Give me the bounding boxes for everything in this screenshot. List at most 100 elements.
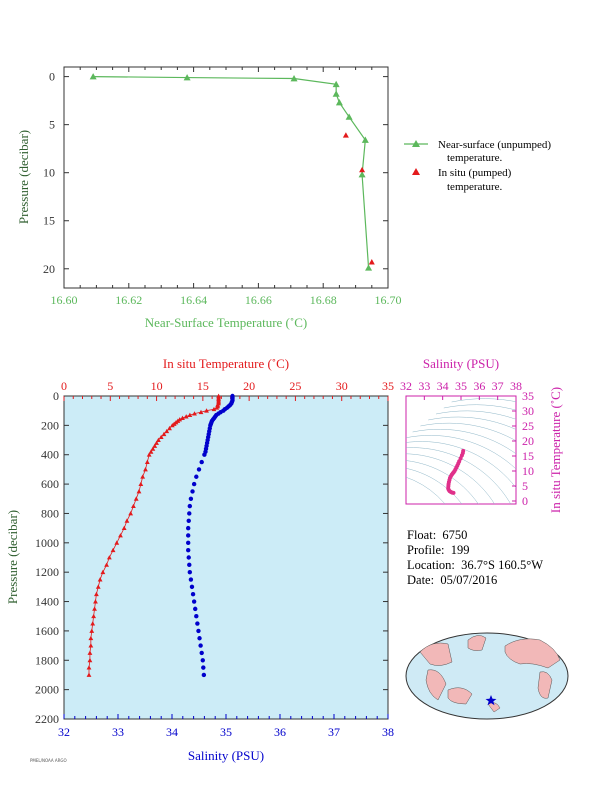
top-x-tick-label: 16.66 <box>245 293 272 307</box>
density-contour <box>420 422 516 442</box>
ts-point <box>458 456 463 461</box>
temperature-point <box>144 459 150 464</box>
temperature-point <box>161 431 167 437</box>
legend-label-near-surface-2: temperature. <box>447 152 503 164</box>
density-contour <box>406 476 446 504</box>
salinity-tick-label: 33 <box>112 725 124 739</box>
salinity-point <box>187 503 193 509</box>
salinity-point <box>198 643 203 648</box>
date-row: Date: 05/07/2016 <box>407 573 498 587</box>
pressure-tick-label: 0 <box>53 389 59 403</box>
near-surface-series-line <box>93 76 370 268</box>
ts-y-tick-label: 15 <box>522 449 534 463</box>
salinity-point <box>189 584 195 590</box>
temperature-point <box>110 547 116 553</box>
salinity-point <box>195 621 200 626</box>
density-contour <box>428 416 516 430</box>
ts-x-tick-label: 33 <box>418 379 430 393</box>
density-contour <box>435 410 516 420</box>
density-contour <box>451 398 516 403</box>
top-y-tick-label: 0 <box>49 70 55 84</box>
salinity-point <box>202 452 207 457</box>
near-surface-point <box>332 90 340 97</box>
temperature-point <box>214 405 220 410</box>
temperature-point <box>167 425 172 431</box>
ts-point <box>451 490 456 495</box>
top-plot-frame <box>63 66 389 289</box>
density-contour <box>443 404 516 411</box>
in-situ-point <box>359 166 366 173</box>
temperature-point <box>138 481 144 487</box>
near-surface-point <box>345 113 353 120</box>
temperature-point <box>124 518 130 523</box>
top-x-tick-label: 16.60 <box>51 293 78 307</box>
pressure-tick-label: 800 <box>41 506 59 520</box>
legend-marker-near-surface <box>412 140 420 147</box>
salinity-point <box>186 555 191 560</box>
density-contours <box>406 396 516 504</box>
temperature-point <box>87 650 93 655</box>
float-info: Float: 6750 Profile: 199 Location: 36.7°… <box>407 528 543 588</box>
density-contour <box>406 441 516 489</box>
temperature-point <box>88 635 94 641</box>
ts-point <box>459 453 464 458</box>
temperature-tick-label: 15 <box>197 379 209 393</box>
temperature-point <box>104 562 109 567</box>
top-y-axis-label: Pressure (decibar) <box>16 130 31 224</box>
salinity-point <box>186 533 191 538</box>
salinity-point <box>188 577 194 582</box>
salinity-tick-label: 36 <box>274 725 286 739</box>
temperature-point <box>88 643 94 648</box>
location-map <box>405 632 569 720</box>
temperature-point <box>156 437 161 442</box>
map-location-star <box>485 695 497 706</box>
temperature-point <box>100 569 106 575</box>
temperature-point <box>143 467 148 472</box>
ts-y-tick-label: 25 <box>522 419 534 433</box>
ts-y-tick-label: 0 <box>522 494 528 508</box>
profile-number: 199 <box>450 543 470 557</box>
near-surface-point <box>290 75 298 82</box>
salinity-tick-label: 32 <box>58 725 70 739</box>
ts-x-tick-label: 36 <box>473 379 485 393</box>
temperature-point <box>140 474 146 479</box>
density-contour <box>406 435 516 470</box>
temperature-point <box>86 672 92 677</box>
pressure-tick-label: 1000 <box>35 536 59 550</box>
top-y-tick-label: 20 <box>43 262 55 276</box>
salinity-tick-label: 38 <box>382 725 394 739</box>
near-surface-point <box>89 73 97 80</box>
temperature-point <box>150 446 156 451</box>
temperature-point <box>86 665 92 670</box>
temperature-tick-label: 0 <box>61 379 67 393</box>
temperature-point <box>211 406 217 412</box>
top-y-tick-label: 15 <box>43 214 55 228</box>
salinity-point <box>196 467 202 472</box>
temperature-point <box>89 628 95 633</box>
pressure-tick-label: 2200 <box>35 712 59 726</box>
top-x-axis-label: Near-Surface Temperature (˚C) <box>145 315 307 330</box>
temperature-point <box>92 606 97 611</box>
salinity-point <box>187 569 193 575</box>
in-situ-point <box>368 259 375 265</box>
temperature-point <box>146 452 152 457</box>
temperature-point <box>158 434 164 440</box>
ts-y-tick-label: 5 <box>522 479 528 493</box>
temperature-point <box>148 449 154 454</box>
float-number: 6750 <box>442 528 468 542</box>
near-surface-point <box>332 80 340 88</box>
ts-y-tick-label: 10 <box>522 464 534 478</box>
temperature-point <box>94 591 99 597</box>
temperature-tick-label: 35 <box>382 379 394 393</box>
profile-y-axis-label: Pressure (decibar) <box>5 510 20 604</box>
pressure-tick-label: 400 <box>41 448 59 462</box>
top-x-tick-label: 16.62 <box>115 293 142 307</box>
ts-x-tick-label: 34 <box>437 379 449 393</box>
date-value: 05/07/2016 <box>440 573 498 587</box>
location-value: 36.7°S 160.5°W <box>461 558 544 572</box>
salinity-point <box>187 511 192 516</box>
legend-label-near-surface: Near-surface (unpumped) <box>438 139 551 151</box>
top-x-tick-label: 16.64 <box>180 293 207 307</box>
